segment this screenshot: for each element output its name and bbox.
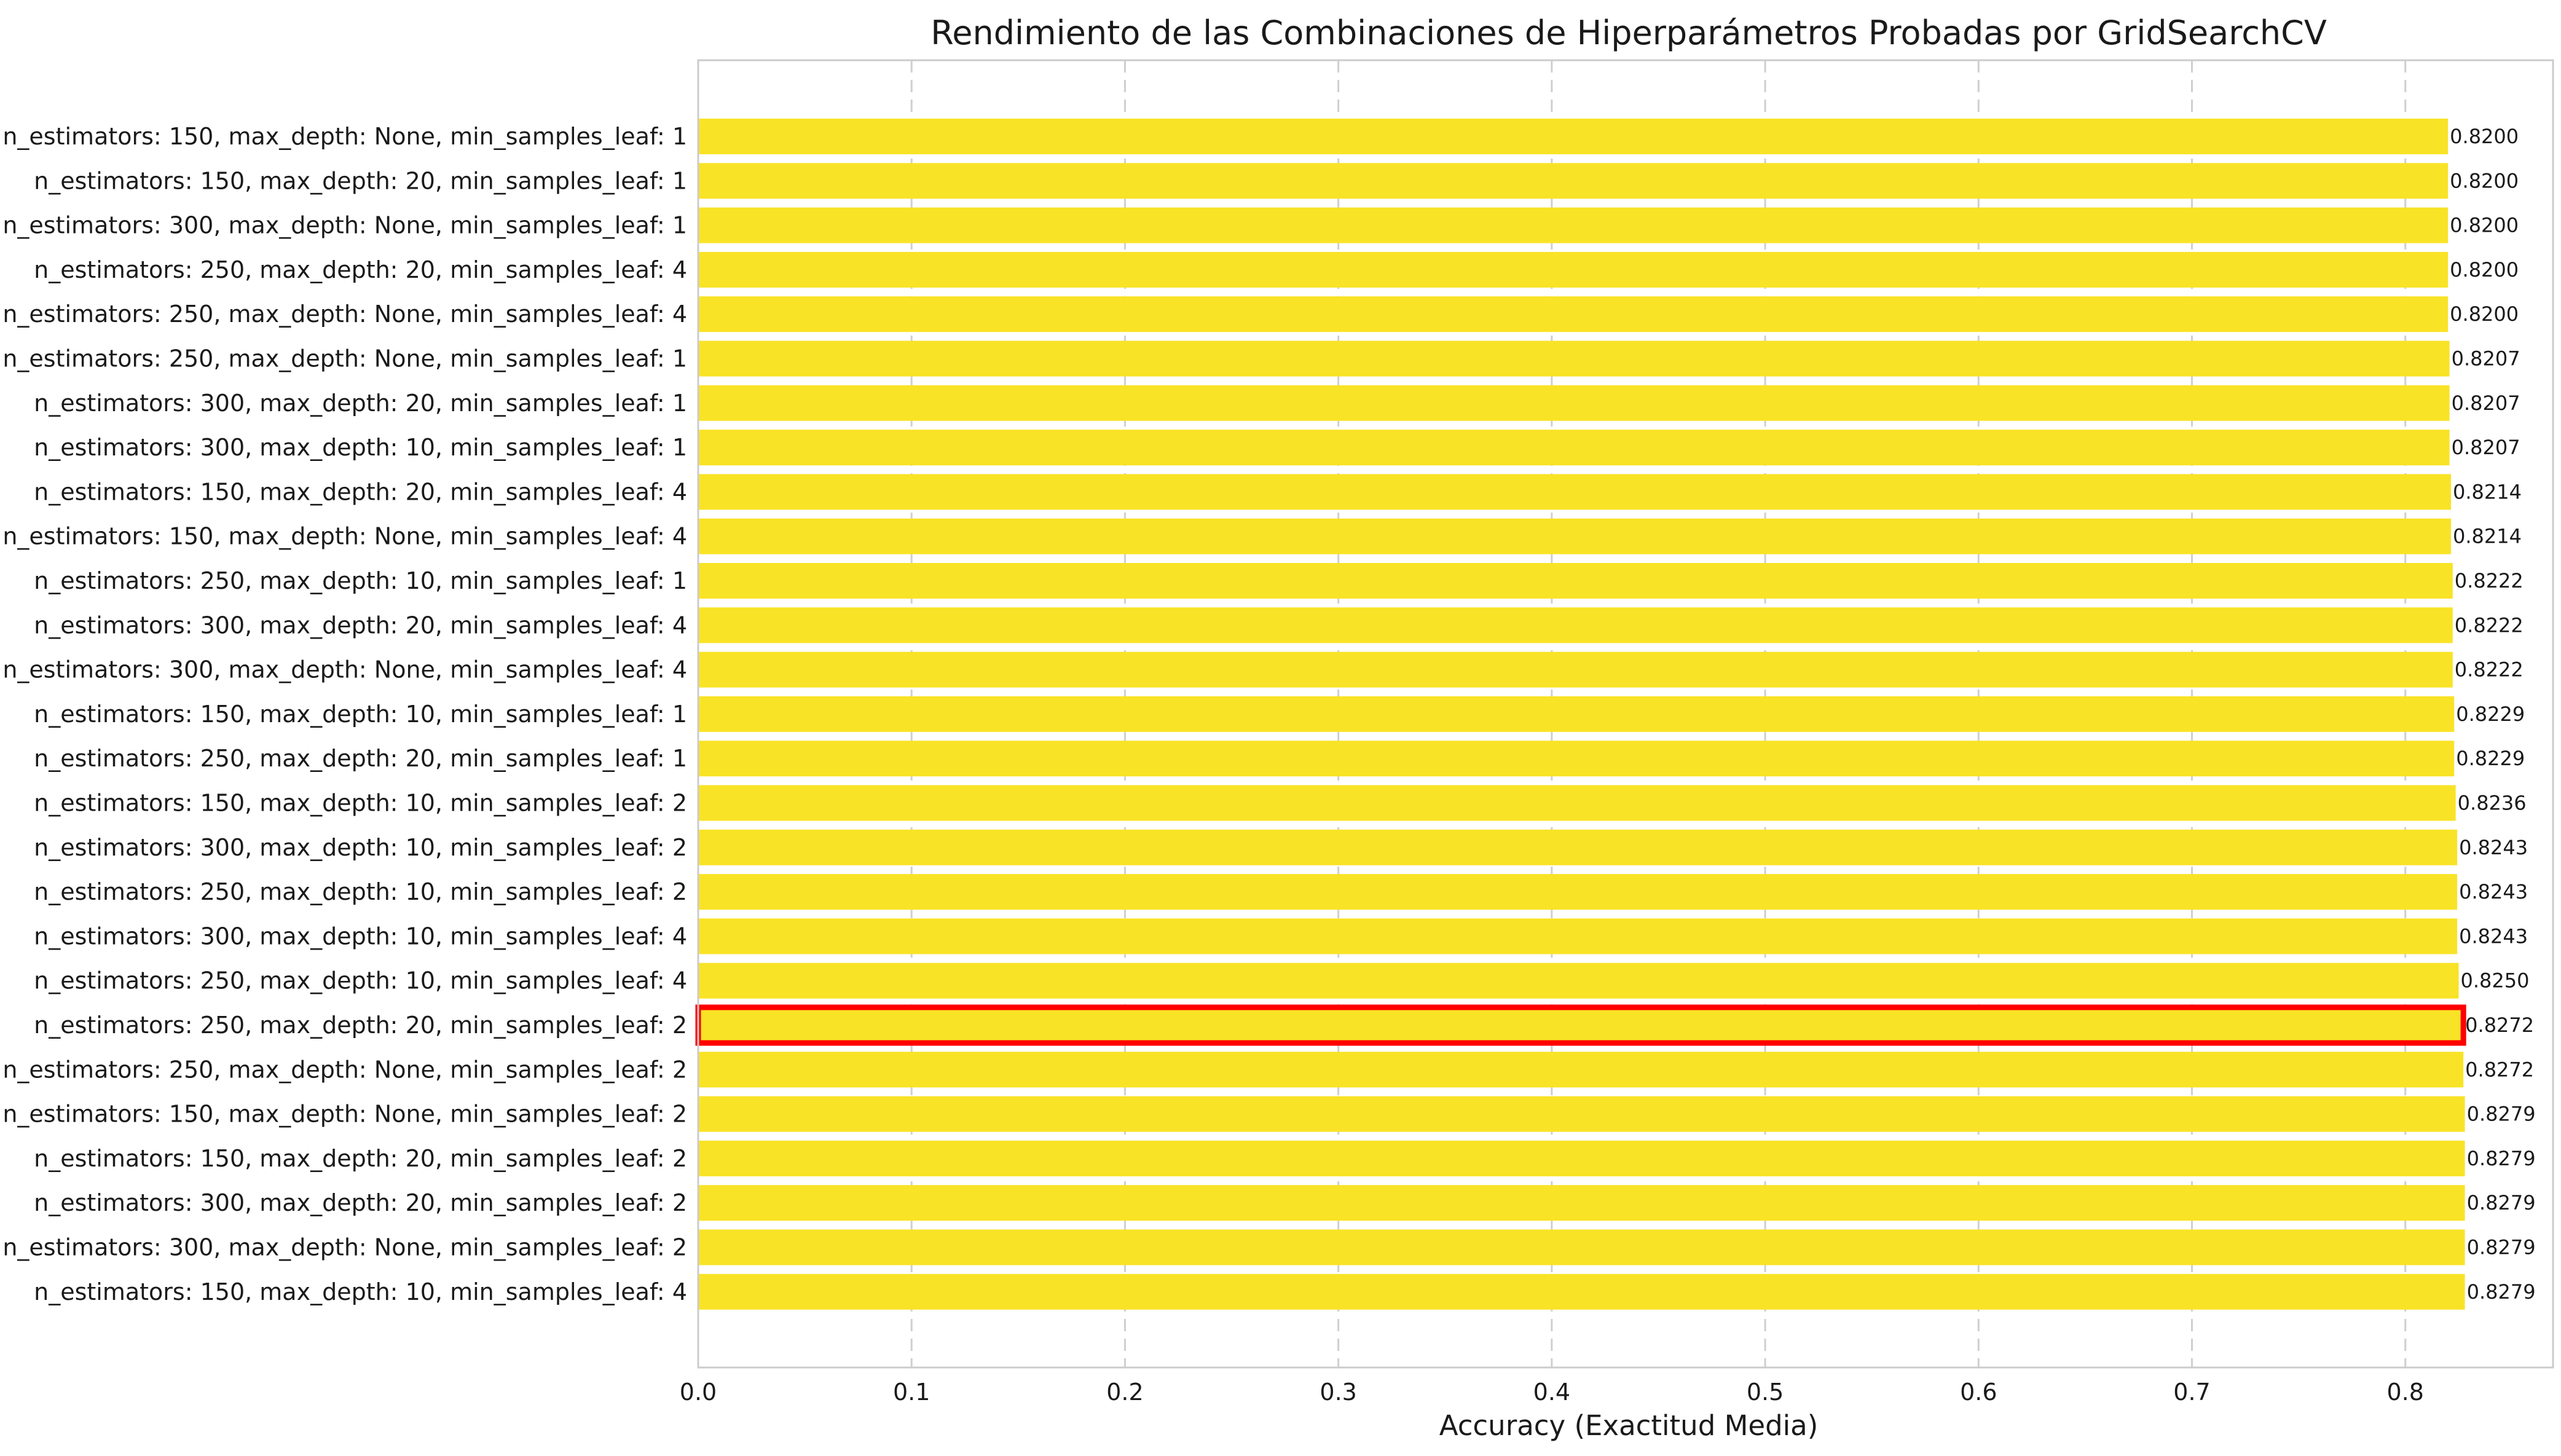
bar	[698, 696, 2455, 732]
category-label: n_estimators: 150, max_depth: 10, min_sa…	[34, 1278, 687, 1305]
value-label: 0.8200	[2450, 125, 2519, 148]
value-label: 0.8222	[2455, 658, 2524, 682]
value-label: 0.8279	[2467, 1191, 2536, 1214]
category-label: n_estimators: 300, max_depth: None, min_…	[2, 1234, 687, 1261]
bars	[695, 119, 2466, 1310]
bar	[698, 874, 2458, 910]
x-axis-label: Accuracy (Exactitud Media)	[1439, 1409, 1819, 1442]
bar	[698, 251, 2449, 288]
bar	[698, 607, 2453, 643]
bar	[698, 207, 2449, 243]
x-tick-label: 0.5	[1747, 1379, 1784, 1406]
value-label: 0.8229	[2456, 747, 2525, 770]
value-label: 0.8200	[2450, 169, 2519, 192]
value-label: 0.8207	[2452, 347, 2520, 371]
x-tick-label: 0.3	[1320, 1379, 1356, 1406]
category-label: n_estimators: 250, max_depth: None, min_…	[2, 345, 687, 372]
category-label: n_estimators: 300, max_depth: 10, min_sa…	[34, 434, 687, 461]
value-label: 0.8214	[2453, 525, 2522, 548]
value-label: 0.8207	[2452, 392, 2520, 415]
category-labels: n_estimators: 150, max_depth: None, min_…	[2, 123, 687, 1305]
bar	[698, 962, 2459, 999]
x-tick-label: 0.8	[2387, 1379, 2424, 1406]
value-label: 0.8222	[2455, 569, 2524, 592]
plot-frame	[697, 59, 2554, 1369]
category-label: n_estimators: 300, max_depth: 20, min_sa…	[34, 612, 687, 639]
value-label: 0.8200	[2450, 302, 2519, 326]
bar	[698, 296, 2449, 333]
bar	[698, 741, 2455, 777]
bar	[698, 651, 2453, 688]
bar	[698, 430, 2450, 466]
bar	[698, 518, 2452, 554]
category-label: n_estimators: 150, max_depth: 20, min_sa…	[34, 478, 687, 505]
category-label: n_estimators: 250, max_depth: 20, min_sa…	[34, 256, 687, 283]
bar	[698, 563, 2453, 599]
category-label: n_estimators: 150, max_depth: None, min_…	[2, 123, 687, 150]
x-tick-label: 0.4	[1533, 1379, 1570, 1406]
bar	[698, 1052, 2464, 1088]
x-axis-ticks: 0.0 0.1 0.2 0.3 0.4 0.5 0.6 0.7 0.8	[680, 1379, 2424, 1406]
category-label: n_estimators: 300, max_depth: None, min_…	[2, 656, 687, 683]
category-label: n_estimators: 250, max_depth: 10, min_sa…	[34, 567, 687, 594]
category-label: n_estimators: 250, max_depth: 10, min_sa…	[34, 967, 687, 994]
bar	[698, 119, 2449, 154]
value-label: 0.8229	[2456, 702, 2525, 726]
value-label: 0.8207	[2452, 436, 2520, 459]
value-label: 0.8279	[2467, 1280, 2536, 1304]
bar	[698, 474, 2452, 510]
x-tick-label: 0.7	[2173, 1379, 2210, 1406]
value-label: 0.8243	[2459, 836, 2528, 859]
bar	[698, 340, 2450, 377]
category-label: n_estimators: 300, max_depth: 20, min_sa…	[34, 390, 687, 417]
category-label: n_estimators: 150, max_depth: 10, min_sa…	[34, 701, 687, 728]
value-label: 0.8200	[2450, 214, 2519, 237]
bar	[698, 163, 2449, 199]
bar	[698, 1273, 2465, 1310]
value-label: 0.8236	[2458, 792, 2527, 815]
bar-best	[695, 1004, 2466, 1046]
value-label: 0.8250	[2461, 969, 2530, 993]
category-label: n_estimators: 150, max_depth: 20, min_sa…	[34, 167, 687, 194]
value-label: 0.8279	[2467, 1147, 2536, 1170]
bar	[698, 1185, 2465, 1221]
bar	[698, 785, 2456, 821]
value-label: 0.8214	[2453, 480, 2522, 503]
category-label: n_estimators: 150, max_depth: None, min_…	[2, 523, 687, 550]
bar	[698, 829, 2458, 865]
value-label: 0.8272	[2465, 1058, 2534, 1081]
category-label: n_estimators: 250, max_depth: 20, min_sa…	[34, 745, 687, 772]
value-label: 0.8279	[2467, 1236, 2536, 1259]
category-label: n_estimators: 300, max_depth: 10, min_sa…	[34, 923, 687, 950]
category-label: n_estimators: 250, max_depth: 20, min_sa…	[34, 1012, 687, 1039]
category-label: n_estimators: 150, max_depth: None, min_…	[2, 1101, 687, 1128]
category-label: n_estimators: 150, max_depth: 10, min_sa…	[34, 790, 687, 817]
x-tick-label: 0.6	[1960, 1379, 1997, 1406]
value-label: 0.8200	[2450, 258, 2519, 281]
value-label: 0.8222	[2455, 613, 2524, 637]
value-label: 0.8243	[2459, 880, 2528, 903]
category-label: n_estimators: 250, max_depth: 10, min_sa…	[34, 878, 687, 905]
category-label: n_estimators: 250, max_depth: None, min_…	[2, 301, 687, 328]
category-label: n_estimators: 300, max_depth: 10, min_sa…	[34, 834, 687, 861]
x-tick-label: 0.1	[893, 1379, 930, 1406]
value-labels: 0.8200 0.8200 0.8200 0.8200 0.8200 0.8207 0.82…	[2450, 125, 2535, 1304]
bar	[698, 1229, 2465, 1265]
bar	[698, 385, 2450, 421]
bar	[698, 1140, 2465, 1176]
category-label: n_estimators: 150, max_depth: 20, min_sa…	[34, 1145, 687, 1172]
category-label: n_estimators: 300, max_depth: 20, min_sa…	[34, 1189, 687, 1216]
bar	[698, 918, 2458, 954]
x-tick-label: 0.0	[680, 1379, 717, 1406]
value-label: 0.8272	[2465, 1013, 2534, 1037]
category-label: n_estimators: 250, max_depth: None, min_…	[2, 1056, 687, 1083]
value-label: 0.8243	[2459, 924, 2528, 948]
bar	[698, 1096, 2465, 1132]
x-tick-label: 0.2	[1106, 1379, 1143, 1406]
category-label: n_estimators: 300, max_depth: None, min_…	[2, 212, 687, 239]
chart-title: Rendimiento de las Combinaciones de Hipe…	[930, 14, 2327, 52]
value-label: 0.8279	[2467, 1103, 2536, 1126]
